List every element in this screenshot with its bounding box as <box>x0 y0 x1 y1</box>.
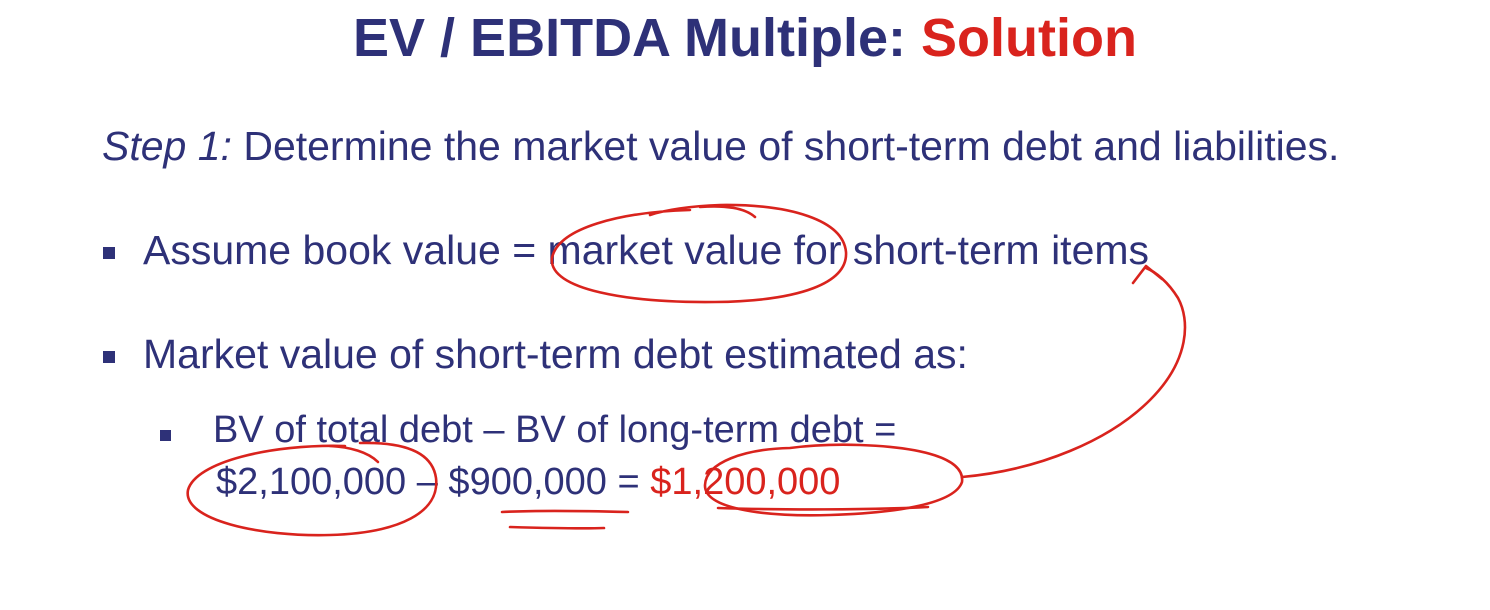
underline-long-term-debt-2 <box>508 525 606 530</box>
sub-bullet-square-icon <box>160 430 171 441</box>
bullet-item-2: Market value of short-term debt estimate… <box>143 331 968 377</box>
step-text: Determine the market value of short-term… <box>231 123 1340 169</box>
title-accent: Solution <box>921 8 1137 68</box>
title-main: EV / EBITDA Multiple: <box>353 8 922 68</box>
result-value: $1,200,000 <box>650 461 841 503</box>
circle-market-value-tail <box>698 205 757 219</box>
arrow-result-to-items <box>960 266 1187 479</box>
underline-long-term-debt <box>500 509 630 514</box>
bullet-square-icon <box>103 247 115 259</box>
sub-bullet-line-2: $2,100,000 – $900,000 = $1,200,000 <box>216 459 840 505</box>
step-line: Step 1: Determine the market value of sh… <box>102 121 1339 171</box>
slide-title: EV / EBITDA Multiple: Solution <box>0 6 1490 70</box>
bullet-item-1: Assume book value = market value for sho… <box>143 227 1150 273</box>
underline-result <box>716 505 930 511</box>
bullet-square-icon <box>103 351 115 363</box>
sub-bullet-line-1: BV of total debt – BV of long-term debt … <box>213 409 897 451</box>
step-label: Step 1: <box>102 123 232 169</box>
calculation-text: $2,100,000 – $900,000 = <box>216 461 651 503</box>
